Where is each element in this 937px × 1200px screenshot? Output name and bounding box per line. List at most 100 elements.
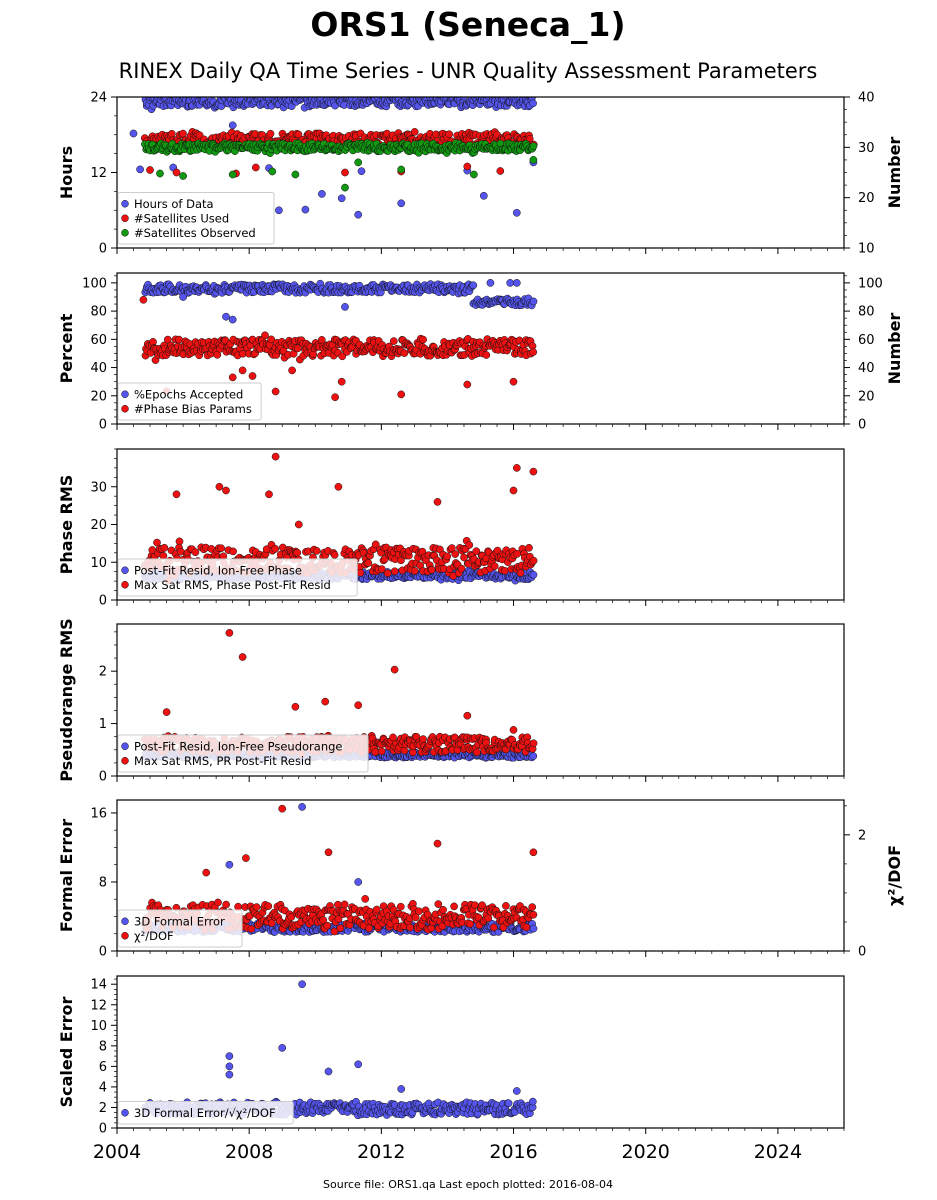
legend-label: Post-Fit Resid, Ion-Free Phase — [134, 563, 302, 577]
data-point — [139, 295, 148, 304]
data-point — [228, 170, 237, 179]
y-axis-label: Phase RMS — [57, 475, 76, 575]
data-point — [411, 913, 420, 922]
legend-box — [117, 558, 358, 597]
data-point — [473, 748, 481, 757]
y-tick-label: 8 — [99, 875, 107, 890]
y-tick-label: 24 — [90, 91, 107, 106]
data-point — [478, 901, 486, 910]
data-point — [160, 543, 169, 552]
y-tick-label: 100 — [82, 276, 107, 291]
data-point — [271, 452, 280, 461]
data-point — [529, 924, 538, 933]
legend-label: #Satellites Used — [134, 211, 229, 225]
data-point — [179, 293, 187, 301]
y-right-axis-label: χ²/DOF — [885, 845, 904, 906]
data-point — [512, 208, 521, 217]
data-point — [225, 629, 234, 637]
chart-panel-6: 2004 2008 2012 2016 2020 202402468101214Scale… — [57, 975, 845, 1163]
y-tick-label: 2 — [99, 665, 107, 680]
data-point — [268, 167, 277, 176]
data-point — [509, 486, 518, 495]
data-point — [486, 279, 495, 287]
data-point — [278, 804, 287, 813]
data-point — [175, 537, 184, 546]
data-point — [389, 733, 397, 742]
data-point — [291, 702, 300, 711]
data-point — [129, 129, 138, 138]
data-point — [512, 279, 521, 287]
legend-label: #Phase Bias Params — [134, 402, 252, 416]
data-point — [433, 839, 442, 848]
y-right-tick-label: 60 — [858, 333, 875, 348]
legend: Hours of Data#Satellites Used#Satellites… — [117, 192, 275, 245]
data-point — [330, 551, 339, 559]
data-point — [238, 366, 247, 375]
data-point — [162, 708, 171, 716]
legend-label: %Epochs Accepted — [134, 387, 243, 401]
data-point — [396, 902, 405, 911]
y-right-tick-label: 80 — [858, 305, 875, 320]
data-point — [179, 129, 187, 138]
data-point — [222, 900, 230, 909]
legend-label: Post-Fit Resid, Ion-Free Pseudorange — [134, 739, 342, 753]
data-point — [267, 919, 276, 927]
legend: Post-Fit Resid, Ion-Free PseudorangeMax … — [117, 734, 369, 773]
data-points — [141, 980, 537, 1120]
data-point — [324, 1067, 333, 1076]
data-point — [377, 747, 386, 756]
data-point — [225, 860, 234, 869]
data-point — [225, 1062, 234, 1071]
data-point — [434, 900, 443, 908]
data-point — [172, 490, 181, 499]
data-point — [482, 351, 491, 359]
data-point — [238, 653, 247, 661]
data-point — [337, 377, 346, 386]
data-point — [365, 924, 373, 933]
data-point — [172, 168, 181, 177]
data-point — [278, 1044, 287, 1052]
y-axis-label: Hours — [57, 146, 76, 199]
data-point — [512, 464, 521, 472]
data-point — [167, 129, 176, 138]
data-point — [390, 665, 399, 674]
data-point — [463, 162, 472, 171]
data-point — [217, 544, 225, 553]
data-point — [266, 129, 275, 138]
data-point — [291, 170, 300, 179]
series-points — [139, 295, 538, 402]
y-tick-label: 20 — [90, 389, 107, 404]
data-point — [500, 566, 509, 575]
data-point — [364, 559, 373, 567]
data-point — [390, 567, 399, 576]
data-point — [371, 748, 380, 756]
data-point — [489, 923, 498, 932]
y-tick-label: 30 — [90, 480, 107, 495]
legend-label: Max Sat RMS, Phase Post-Fit Resid — [134, 578, 331, 592]
data-point — [451, 550, 460, 558]
data-point — [247, 925, 256, 933]
data-point — [337, 194, 346, 203]
legend-marker — [121, 214, 129, 222]
data-point — [294, 520, 303, 529]
data-point — [340, 900, 349, 909]
legend-marker — [121, 566, 129, 574]
y-right-tick-label: 20 — [858, 191, 875, 206]
data-point — [321, 697, 330, 706]
series-points — [141, 279, 538, 324]
y-tick-label: 0 — [99, 418, 107, 433]
data-point — [448, 544, 456, 552]
data-point — [472, 547, 481, 556]
data-point — [529, 99, 537, 108]
data-point — [410, 567, 419, 575]
data-point — [463, 380, 472, 389]
data-point — [389, 337, 398, 345]
data-point — [528, 903, 537, 911]
legend-label: #Satellites Observed — [134, 226, 256, 240]
data-point — [354, 1060, 363, 1069]
